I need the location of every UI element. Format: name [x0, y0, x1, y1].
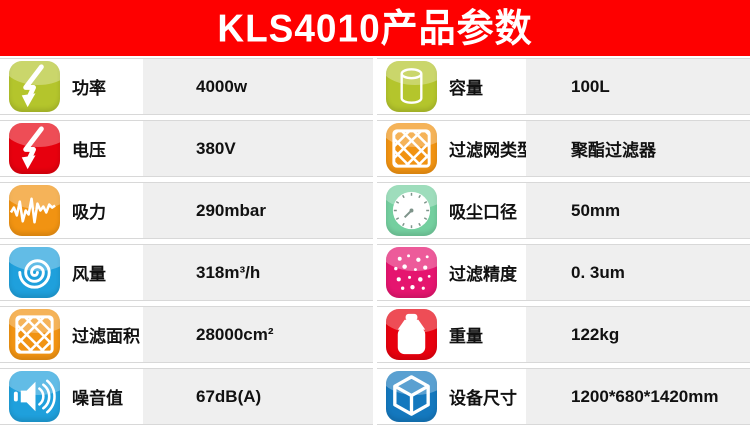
spec-value: 28000cm²: [196, 324, 274, 344]
spec-value: 4000w: [196, 76, 248, 96]
spec-column-left: 功率 4000w 电压 380V: [0, 58, 373, 430]
spec-row-suction: 吸力 290mbar: [0, 182, 373, 239]
spec-label: 风量: [72, 265, 106, 284]
spec-row-capacity: 容量 100L: [377, 58, 750, 115]
spec-row-nozzle-diameter: 吸尘口径 50mm: [377, 182, 750, 239]
spec-label: 设备尺寸: [449, 389, 517, 408]
spec-value: 122kg: [571, 324, 620, 344]
precision-dots-icon: [386, 247, 437, 298]
suction-waveform-icon: [9, 185, 60, 236]
spec-label: 吸尘口径: [449, 203, 517, 222]
spec-value: 聚酯过滤器: [571, 141, 656, 160]
spec-label: 噪音值: [72, 389, 123, 408]
spec-value: 100L: [571, 76, 610, 96]
noise-speaker-icon: [9, 371, 60, 422]
nozzle-gauge-icon: [386, 185, 437, 236]
spec-value: 50mm: [571, 200, 621, 220]
power-lightning-icon: [9, 61, 60, 112]
header-banner: KLS4010产品参数: [0, 0, 750, 56]
spec-value: 318m³/h: [196, 262, 261, 282]
weight-icon: [386, 309, 437, 360]
spec-label: 容量: [449, 79, 483, 98]
spec-label: 电压: [72, 141, 106, 160]
spec-value: 0. 3um: [571, 262, 625, 282]
spec-value: 290mbar: [196, 200, 266, 220]
filter-type-mesh-icon: [386, 123, 437, 174]
capacity-cylinder-icon: [386, 61, 437, 112]
spec-row-precision: 过滤精度 0. 3um: [377, 244, 750, 301]
spec-value: 380V: [196, 138, 236, 158]
size-cube-icon: [386, 371, 437, 422]
voltage-lightning-icon: [9, 123, 60, 174]
filter-area-mesh-icon: [9, 309, 60, 360]
spec-label: 过滤精度: [449, 265, 517, 284]
spec-label: 功率: [72, 79, 106, 98]
page-title: KLS4010产品参数: [217, 6, 533, 50]
spec-label: 重量: [449, 327, 483, 346]
spec-row-weight: 重量 122kg: [377, 306, 750, 363]
spec-label: 过滤面积: [72, 327, 140, 346]
spec-label: 吸力: [72, 203, 106, 222]
spec-row-power: 功率 4000w: [0, 58, 373, 115]
spec-row-filter-area: 过滤面积 28000cm²: [0, 306, 373, 363]
spec-label: 过滤网类型: [449, 141, 534, 160]
spec-value: 67dB(A): [196, 386, 262, 406]
airflow-spiral-icon: [9, 247, 60, 298]
spec-row-airflow: 风量 318m³/h: [0, 244, 373, 301]
spec-column-right: 容量 100L: [377, 58, 750, 430]
spec-grid: 功率 4000w 电压 380V: [0, 58, 750, 430]
spec-value: 1200*680*1420mm: [571, 386, 719, 406]
spec-row-filter-type: 过滤网类型 聚酯过滤器: [377, 120, 750, 177]
spec-row-noise: 噪音值 67dB(A): [0, 368, 373, 425]
spec-row-voltage: 电压 380V: [0, 120, 373, 177]
spec-row-size: 设备尺寸 1200*680*1420mm: [377, 368, 750, 425]
